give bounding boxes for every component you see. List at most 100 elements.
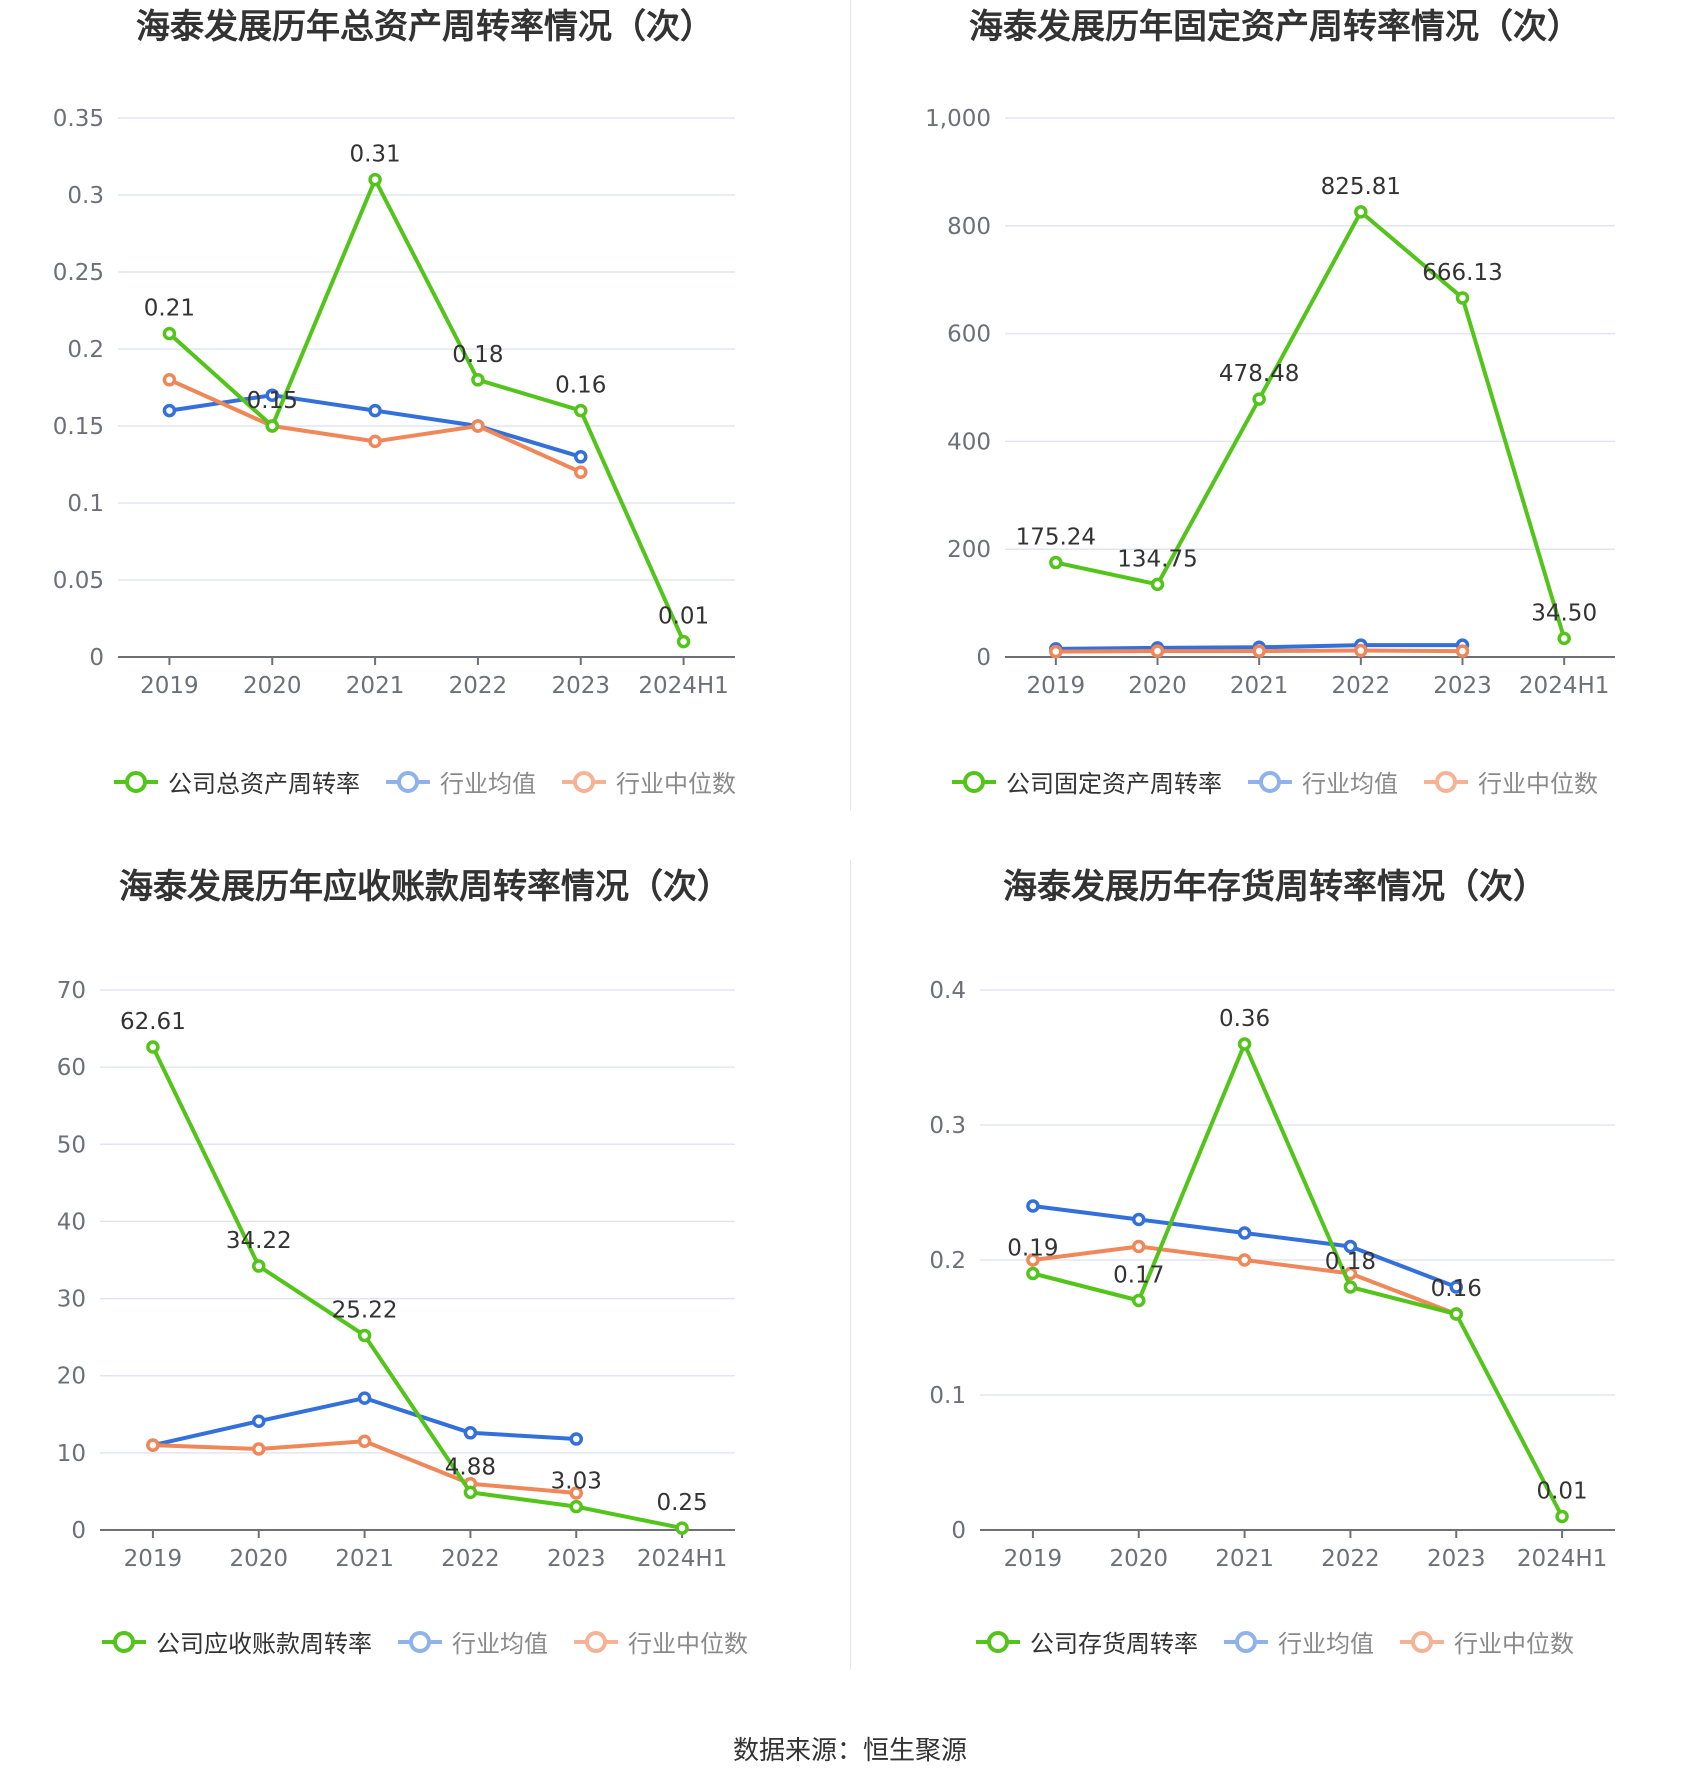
legend-item-company[interactable]: 公司固定资产周转率 [952, 764, 1222, 799]
data-point-company[interactable] [1132, 1293, 1146, 1308]
legend-item-mean[interactable]: 行业均值 [1248, 764, 1398, 799]
data-point-median[interactable] [1150, 644, 1165, 658]
legend-item-median[interactable]: 行业中位数 [1424, 764, 1598, 799]
data-point-company[interactable] [471, 373, 485, 387]
data-point-median[interactable] [1252, 644, 1266, 658]
data-point-mean[interactable] [252, 1414, 266, 1428]
chart-panel-receivables-turnover: 海泰发展历年应收账款周转率情况（次） 0 10 20 30 40 50 60 70 2019 20… [0, 860, 850, 1670]
data-point-company[interactable] [676, 634, 691, 649]
data-point-company[interactable] [463, 1485, 478, 1500]
data-point-company[interactable] [1150, 577, 1165, 592]
y-tick-label: 0 [951, 1518, 966, 1544]
y-tick-label: 40 [57, 1209, 86, 1235]
data-point-median[interactable] [162, 373, 177, 387]
data-point-mean[interactable] [1449, 1280, 1463, 1294]
data-point-median[interactable] [146, 1438, 160, 1452]
data-point-mean[interactable] [368, 403, 382, 418]
chart-legend: 公司应收账款周转率 行业均值 行业中位数 [0, 1624, 850, 1659]
data-point-median[interactable] [357, 1434, 372, 1449]
chart-plot: 0 200 400 600 800 1,000 2019 2020 2021 2022 2023 20… [925, 106, 1615, 699]
data-point-mean[interactable] [162, 403, 177, 418]
legend-line-circle-icon [1400, 1630, 1444, 1653]
legend-item-median[interactable]: 行业中位数 [562, 764, 736, 799]
legend-line-circle-icon [976, 1630, 1020, 1653]
data-point-company[interactable] [1252, 392, 1266, 406]
x-tick-label: 2019 [140, 673, 199, 699]
data-label: 134.75 [1117, 546, 1197, 572]
legend-item-company[interactable]: 公司存货周转率 [976, 1624, 1198, 1659]
legend-label: 公司总资产周转率 [168, 770, 360, 798]
data-point-median[interactable] [574, 465, 588, 479]
x-tick-label: 2024H1 [637, 1546, 727, 1572]
data-point-mean[interactable] [574, 450, 588, 464]
data-point-median[interactable] [1237, 1253, 1252, 1267]
data-point-company[interactable] [1026, 1266, 1040, 1281]
data-point-company[interactable] [569, 1499, 583, 1514]
data-point-median[interactable] [1049, 644, 1063, 659]
chart-panel-total-asset-turnover: 海泰发展历年总资产周转率情况（次） 0 0.05 0.1 0.15 0.2 0.25 0.3… [0, 0, 850, 810]
data-point-mean[interactable] [1237, 1226, 1252, 1240]
legend-item-company[interactable]: 公司总资产周转率 [114, 764, 360, 799]
data-label: 0.15 [247, 388, 298, 414]
data-point-company[interactable] [146, 1040, 160, 1054]
data-point-mean[interactable] [463, 1426, 478, 1440]
data-point-company[interactable] [1449, 1307, 1463, 1321]
data-point-median[interactable] [252, 1442, 266, 1456]
data-point-median[interactable] [1026, 1253, 1040, 1267]
panel-divider-bottom [850, 860, 851, 1670]
legend-item-mean[interactable]: 行业均值 [1224, 1624, 1374, 1659]
data-point-company[interactable] [252, 1259, 266, 1273]
series-line-company [168, 177, 686, 643]
data-point-median[interactable] [471, 419, 485, 433]
data-point-mean[interactable] [265, 388, 279, 402]
data-label: 0.31 [349, 142, 400, 168]
data-point-company[interactable] [574, 403, 588, 418]
data-point-mean[interactable] [1343, 1239, 1358, 1254]
data-point-median[interactable] [368, 434, 382, 449]
legend-item-company[interactable]: 公司应收账款周转率 [102, 1624, 372, 1659]
data-point-company[interactable] [265, 419, 279, 433]
x-tick-label: 2019 [1027, 673, 1086, 699]
y-tick-label: 0.1 [929, 1383, 966, 1409]
data-point-median[interactable] [1132, 1239, 1146, 1254]
data-point-median[interactable] [569, 1486, 583, 1500]
legend-item-mean[interactable]: 行业均值 [386, 764, 536, 799]
data-point-mean[interactable] [1026, 1199, 1040, 1213]
data-label: 478.48 [1219, 361, 1299, 387]
legend-label: 行业中位数 [616, 770, 736, 798]
x-tick-label: 2019 [124, 1546, 183, 1572]
x-tick-label: 2023 [1427, 1546, 1486, 1572]
data-point-mean[interactable] [569, 1432, 583, 1446]
legend-line-circle-icon [574, 1630, 618, 1653]
data-point-mean[interactable] [1132, 1212, 1146, 1227]
y-tick-label: 30 [57, 1287, 86, 1313]
data-label: 0.01 [1536, 1479, 1587, 1505]
data-point-company[interactable] [1049, 555, 1063, 570]
data-point-company[interactable] [1455, 291, 1470, 305]
chart-legend: 公司总资产周转率 行业均值 行业中位数 [0, 764, 850, 799]
series-line-median [152, 1439, 577, 1495]
data-point-company[interactable] [1343, 1280, 1358, 1294]
data-point-company[interactable] [357, 1328, 372, 1343]
data-point-mean[interactable] [357, 1391, 372, 1405]
legend-item-median[interactable]: 行业中位数 [1400, 1624, 1574, 1659]
legend-line-circle-icon [398, 1630, 442, 1653]
data-point-median[interactable] [1354, 643, 1368, 658]
data-label: 825.81 [1321, 174, 1401, 200]
data-point-company[interactable] [675, 1521, 689, 1535]
legend-line-circle-icon [386, 770, 430, 793]
data-point-median[interactable] [1455, 644, 1470, 658]
x-tick-label: 2020 [1128, 673, 1187, 699]
data-point-company[interactable] [162, 326, 177, 341]
data-label: 0.19 [1007, 1236, 1058, 1262]
data-point-company[interactable] [1555, 1509, 1569, 1524]
legend-line-circle-icon [1248, 770, 1292, 793]
data-point-company[interactable] [368, 172, 382, 187]
x-tick-label: 2021 [346, 673, 405, 699]
data-point-company[interactable] [1557, 631, 1571, 646]
legend-item-median[interactable]: 行业中位数 [574, 1624, 748, 1659]
data-point-company[interactable] [1237, 1037, 1252, 1051]
data-label: 175.24 [1016, 525, 1096, 551]
data-point-company[interactable] [1354, 205, 1368, 219]
legend-item-mean[interactable]: 行业均值 [398, 1624, 548, 1659]
